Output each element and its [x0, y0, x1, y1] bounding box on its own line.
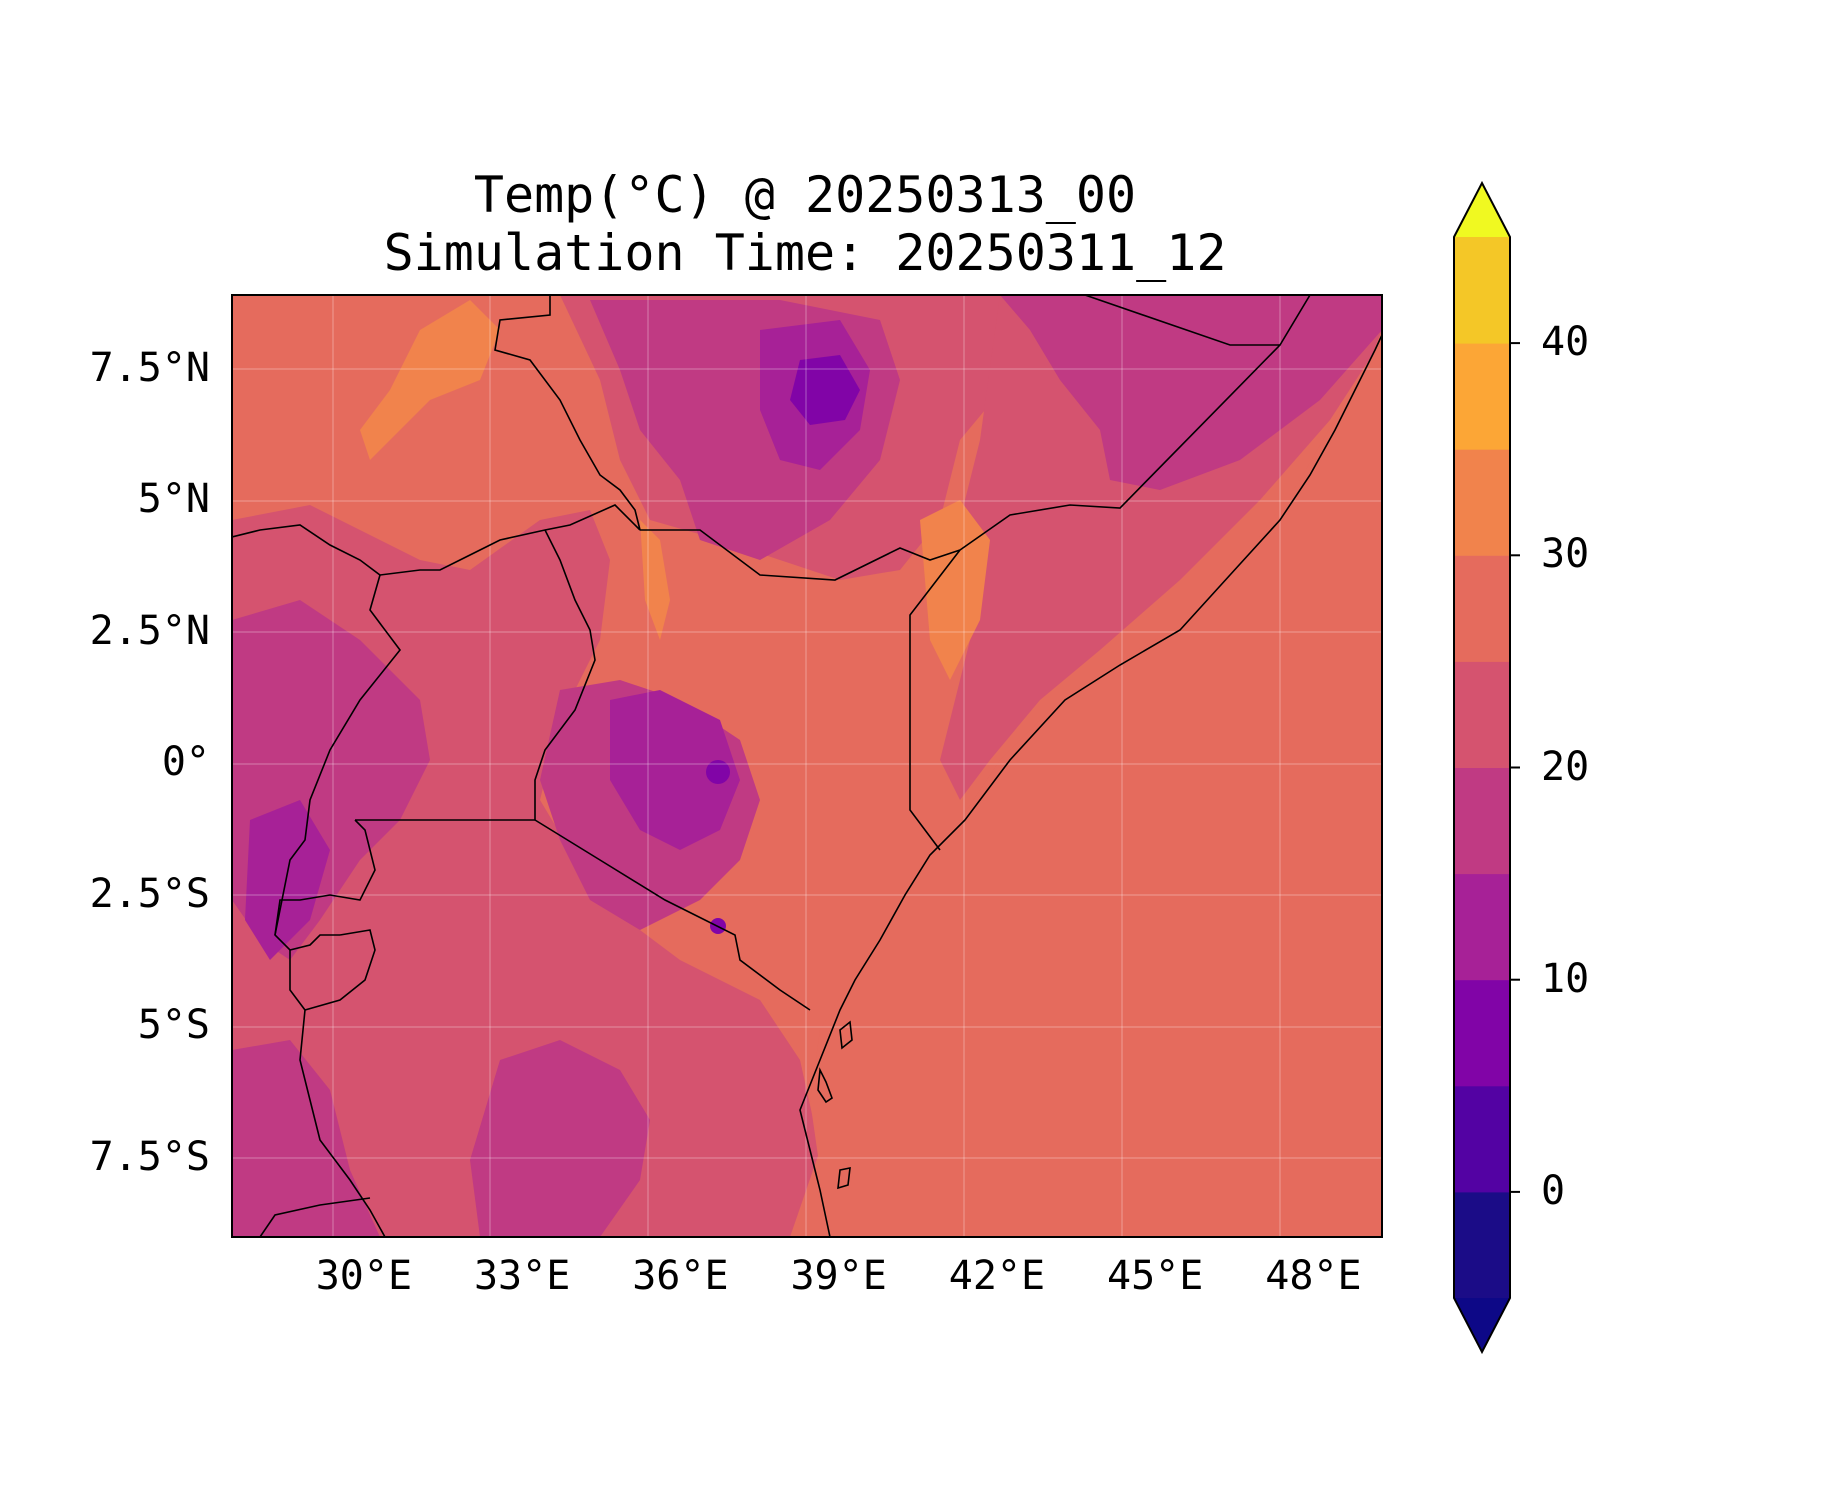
field-band-5-10-ethiopia	[790, 355, 860, 425]
colorbar-extend-over	[1454, 183, 1510, 237]
border-kenya-ethiopia	[640, 529, 961, 581]
island-zanzibar	[817, 1067, 833, 1104]
border-ethiopia-somalia	[959, 295, 1311, 551]
y-tick-label: 0°	[161, 739, 210, 786]
colorbar-segment	[1454, 1191, 1510, 1299]
border-south-sudan-uganda	[232, 504, 641, 576]
field-band-15-20-southwest	[232, 1040, 380, 1237]
colorbar-segment	[1454, 449, 1510, 556]
x-tick-label: 33°E	[473, 1253, 571, 1299]
x-tick-label: 48°E	[1265, 1253, 1362, 1299]
colorbar-segment	[1454, 767, 1510, 875]
y-tick-label: 7.5°S	[89, 1134, 210, 1181]
colorbar-tick-label: 30	[1541, 531, 1590, 578]
border-rwanda-burundi	[274, 819, 376, 951]
colorbar-segment	[1454, 555, 1510, 662]
colorbar-tick-label: 40	[1541, 319, 1590, 366]
coastline-east-africa	[799, 334, 1382, 1237]
colorbar-segment	[1454, 873, 1510, 981]
temperature-field	[232, 295, 1382, 1237]
map-gridlines	[232, 295, 1382, 1237]
y-tick-label: 5°N	[137, 476, 210, 523]
chart-title-line2: Simulation Time: 20250311_12	[383, 224, 1227, 282]
colorbar-outline	[1453, 180, 1511, 1355]
colorbar-ticks	[1510, 342, 1520, 1193]
colorbar-tick-label: 10	[1541, 955, 1590, 1002]
field-band-30-35-ogaden	[920, 500, 990, 680]
border-lake-victoria-west	[274, 574, 402, 936]
border-kenya-tanzania	[534, 819, 811, 1011]
island-pemba	[839, 1020, 853, 1050]
coastal-islands	[817, 1020, 853, 1190]
x-tick-label: 30°E	[315, 1253, 413, 1299]
country-borders	[232, 295, 1382, 1237]
field-band-15-20-tanzania	[470, 1040, 650, 1237]
field-band-15-20-somali-north	[1000, 295, 1382, 490]
colorbar-segment	[1454, 661, 1510, 768]
x-tick-label: 45°E	[1106, 1253, 1204, 1299]
colorbar-extend-under	[1454, 1298, 1510, 1352]
colorbar-segment	[1454, 979, 1510, 1087]
border-somaliland	[1084, 295, 1280, 346]
colorbar-segment	[1454, 237, 1510, 344]
border-zambia-tanzania	[259, 1197, 371, 1237]
colorbar-tick-label: 0	[1541, 1167, 1566, 1214]
island-mafia	[837, 1166, 851, 1190]
field-band-5-10-kenya-peak	[706, 760, 730, 784]
map-axes-frame	[231, 294, 1383, 1238]
field-band-30-35-turkana	[640, 520, 670, 640]
colorbar	[1453, 180, 1511, 1355]
border-south-sudan-ethiopia	[494, 295, 641, 531]
x-tick-label: 36°E	[632, 1253, 729, 1299]
field-band-30-35-sudan	[360, 300, 500, 460]
field-band-10-15-kenya	[610, 690, 740, 850]
y-tick-label: 5°S	[137, 1002, 210, 1049]
colorbar-segment	[1454, 1085, 1510, 1193]
border-burundi-tanzania	[304, 929, 376, 1011]
border-kenya-uganda	[534, 529, 596, 820]
colorbar-segment	[1454, 343, 1510, 450]
y-tick-label: 2.5°S	[89, 870, 210, 917]
y-tick-label: 7.5°N	[89, 344, 210, 391]
y-tick-label: 2.5°N	[89, 607, 210, 654]
colorbar-tick-label: 20	[1541, 743, 1590, 790]
field-ocean-indian	[810, 330, 1382, 1237]
border-kenya-somalia	[909, 549, 961, 851]
border-drc-tanzania	[289, 950, 386, 1237]
chart-title-line1: Temp(°C) @ 20250313_00	[473, 166, 1137, 224]
x-tick-label: 39°E	[790, 1253, 887, 1299]
field-band-10-15-rwanda	[245, 800, 330, 960]
x-tick-label: 42°E	[948, 1253, 1046, 1299]
